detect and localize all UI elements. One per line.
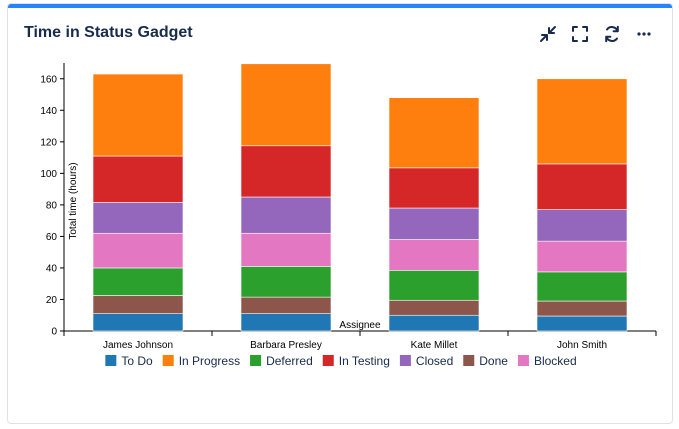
bar-segment-to-do [536, 315, 628, 332]
legend-label-in-progress: In Progress [179, 354, 240, 368]
legend-label-closed: Closed [416, 354, 453, 368]
bar-segment-in-progress [92, 73, 184, 157]
legend-swatch-closed [399, 355, 411, 366]
more-button[interactable] [634, 24, 654, 44]
bar-segment-closed [240, 196, 332, 234]
legend-label-to-do: To Do [121, 354, 153, 368]
bar-segment-in-testing [240, 145, 332, 198]
bar-segment-blocked [92, 232, 184, 269]
bar-segment-in-progress [536, 78, 628, 165]
y-tick-label: 80 [46, 200, 58, 211]
time-in-status-gadget: Time in Status Gadget 0 20 40 60 80 [7, 3, 673, 424]
x-axis-label: Assignee [339, 320, 381, 331]
collapse-button[interactable] [538, 24, 558, 44]
legend-label-in-testing: In Testing [339, 354, 390, 368]
legend-swatch-blocked [517, 355, 529, 366]
stacked-bar-chart: 0 20 40 60 80 100 120 140 160 Total time (hours) J… [40, 63, 657, 368]
fullscreen-button[interactable] [570, 24, 590, 44]
legend-label-blocked: Blocked [534, 354, 577, 368]
x-tick-label: Kate Millet [411, 340, 458, 351]
bar-segment-done [240, 296, 332, 314]
bar-segment-done [388, 299, 480, 316]
bar-segment-in-testing [92, 155, 184, 203]
y-tick-label: 60 [46, 232, 58, 243]
bar-segment-done [92, 295, 184, 314]
more-icon [637, 32, 651, 36]
legend-label-deferred: Deferred [266, 354, 313, 368]
bar-segment-deferred [388, 270, 480, 301]
refresh-button[interactable] [602, 24, 622, 44]
legend-swatch-in-progress [162, 355, 174, 366]
bar-segment-deferred [536, 271, 628, 302]
y-axis-label: Total time (hours) [68, 162, 79, 239]
bar-segment-to-do [92, 313, 184, 332]
bar-segment-in-testing [388, 167, 480, 209]
y-tick-label: 100 [40, 169, 57, 180]
y-tick-label: 140 [40, 106, 57, 117]
bar-segment-deferred [240, 266, 332, 298]
refresh-icon [605, 25, 619, 43]
bar-segment-in-progress [388, 97, 480, 169]
bar-segment-closed [388, 207, 480, 240]
bar-segment-in-progress [240, 63, 332, 147]
fullscreen-icon [572, 26, 588, 42]
legend-swatch-deferred [250, 355, 262, 366]
gadget-toolbar [538, 24, 654, 44]
x-tick-label: John Smith [557, 340, 607, 351]
bar-segment-blocked [536, 240, 628, 273]
x-tick-label: Barbara Presley [250, 340, 322, 351]
bar-segment-closed [536, 209, 628, 242]
y-tick-label: 120 [40, 137, 57, 148]
bar-segment-in-testing [536, 163, 628, 210]
y-tick-label: 160 [40, 74, 57, 85]
bar-segment-blocked [240, 232, 332, 267]
collapse-icon [540, 26, 556, 42]
bar-segment-to-do [388, 314, 480, 332]
legend-swatch-done [463, 355, 475, 366]
legend-swatch-in-testing [322, 355, 334, 366]
x-tick-label: James Johnson [103, 340, 173, 351]
gadget-title: Time in Status Gadget [24, 24, 193, 41]
bar-segment-done [536, 300, 628, 317]
bar-segment-blocked [388, 239, 480, 271]
bar-segment-to-do [240, 313, 332, 332]
y-tick-label: 40 [46, 263, 58, 274]
legend-swatch-to-do [105, 355, 117, 366]
legend-label-done: Done [479, 354, 508, 368]
y-tick-label: 20 [46, 295, 58, 306]
y-tick-label: 0 [51, 327, 57, 338]
gadget-accent-bar [8, 4, 672, 8]
bar-segment-closed [92, 202, 184, 234]
bar-segment-deferred [92, 267, 184, 296]
